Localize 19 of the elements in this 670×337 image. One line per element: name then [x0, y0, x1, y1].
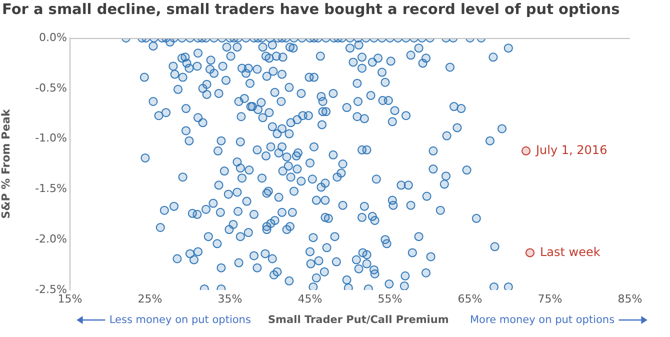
y-tick-label: 0.0% [39, 30, 67, 44]
y-tick-label: -1.0% [35, 132, 67, 145]
x-tick-label: 45% [298, 292, 322, 306]
x-tick-label: 55% [378, 292, 402, 306]
annotation: July 1, 2016 [535, 143, 608, 158]
x-tick-label: 25% [138, 292, 162, 306]
annotation: Last week [540, 244, 600, 259]
y-tick-label: -0.5% [35, 81, 67, 94]
chart-title: For a small decline, small traders have bought a record level of put options [2, 2, 620, 18]
x-tick-label: 35% [218, 292, 242, 306]
x-axis-title: Small Trader Put/Call Premium [268, 314, 449, 326]
x-tick-label: 75% [538, 292, 562, 306]
x-tick-label: 85% [618, 292, 642, 306]
x-tick-label: 65% [458, 292, 482, 306]
y-tick-label: -2.0% [35, 232, 67, 246]
text: Less money on put options [108, 314, 251, 326]
y-axis-title: S&P % From Peak [0, 108, 12, 219]
y-tick-label: -1.5% [35, 182, 67, 196]
text: More money on put options [470, 314, 616, 326]
